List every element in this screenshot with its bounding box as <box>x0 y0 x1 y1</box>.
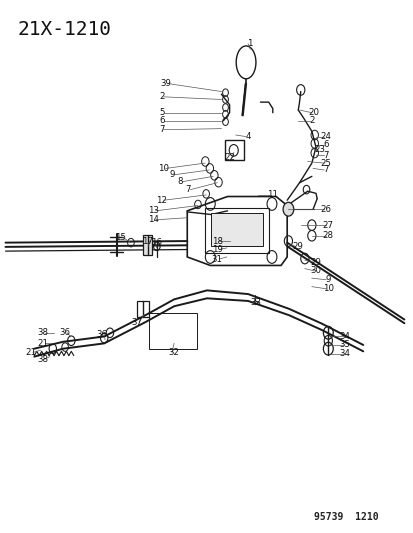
Text: 95739  1210: 95739 1210 <box>313 512 377 522</box>
Text: 27: 27 <box>322 221 333 230</box>
Text: 4: 4 <box>245 132 250 141</box>
Text: 36: 36 <box>59 328 71 337</box>
Circle shape <box>282 203 293 216</box>
Text: 36: 36 <box>96 330 107 339</box>
Text: 31: 31 <box>211 255 222 264</box>
Bar <box>224 140 244 160</box>
Text: 17: 17 <box>142 237 152 246</box>
Text: 18: 18 <box>211 237 222 246</box>
Text: 21X-1210: 21X-1210 <box>18 20 112 39</box>
Text: 39: 39 <box>160 79 171 88</box>
Text: 7: 7 <box>159 125 164 134</box>
Text: 7: 7 <box>323 151 328 160</box>
Text: 11: 11 <box>267 190 278 199</box>
Text: 7: 7 <box>323 166 328 174</box>
Text: 29: 29 <box>310 258 320 266</box>
Text: 6: 6 <box>323 140 328 149</box>
Bar <box>143 235 152 255</box>
Bar <box>137 301 148 317</box>
Bar <box>204 208 268 253</box>
Text: 10: 10 <box>322 284 333 293</box>
Text: 37: 37 <box>131 318 142 327</box>
Text: 28: 28 <box>322 231 333 240</box>
Text: 20: 20 <box>308 108 319 117</box>
Text: 15: 15 <box>115 233 126 242</box>
Text: 9: 9 <box>325 275 330 284</box>
Text: 32: 32 <box>168 348 179 357</box>
Text: 24: 24 <box>320 132 331 141</box>
Text: 6: 6 <box>159 116 164 125</box>
Text: 10: 10 <box>158 164 169 173</box>
Text: 1: 1 <box>247 39 252 49</box>
Text: 21: 21 <box>26 348 36 357</box>
Bar <box>149 313 196 349</box>
Bar <box>211 214 262 246</box>
Text: 8: 8 <box>177 177 183 186</box>
Text: 29: 29 <box>291 242 302 251</box>
Text: 33: 33 <box>249 298 260 307</box>
Text: 34: 34 <box>338 350 349 359</box>
Text: 14: 14 <box>148 215 159 224</box>
Text: 38: 38 <box>37 328 48 337</box>
Text: 34: 34 <box>338 332 349 341</box>
Text: 12: 12 <box>156 196 167 205</box>
Text: 38: 38 <box>37 355 48 364</box>
Text: 35: 35 <box>338 341 349 350</box>
Text: 5: 5 <box>159 108 164 117</box>
Text: 2: 2 <box>309 116 314 125</box>
Text: 22: 22 <box>223 154 235 163</box>
Text: 13: 13 <box>148 206 159 215</box>
Text: 30: 30 <box>310 266 321 275</box>
Text: 19: 19 <box>211 245 222 254</box>
Text: 7: 7 <box>185 185 191 194</box>
Text: 2: 2 <box>159 92 164 101</box>
Text: 21: 21 <box>37 339 48 348</box>
Text: 9: 9 <box>169 170 174 179</box>
Text: 23: 23 <box>314 146 325 155</box>
Text: 26: 26 <box>320 205 331 214</box>
Text: 16: 16 <box>151 238 162 247</box>
Text: 25: 25 <box>320 159 331 167</box>
